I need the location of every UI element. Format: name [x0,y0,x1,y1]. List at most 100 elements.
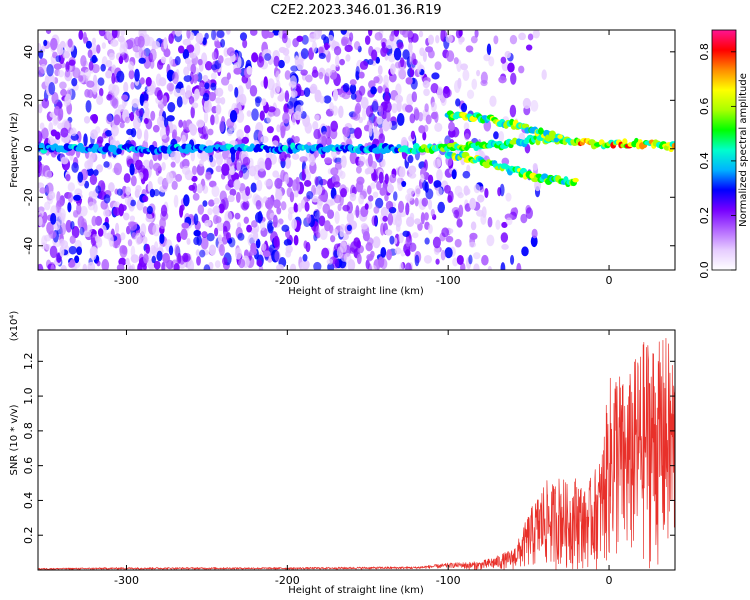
spectrogram-noise-cell [463,185,470,196]
spectrogram-noise-cell [248,165,257,177]
spectrogram-noise-cell [357,160,364,167]
spectrogram-noise-cell [518,65,525,74]
spectrogram-noise-cell [440,95,447,107]
spectrogram-noise-cell [68,59,76,66]
spectrogram-noise-cell [394,61,402,69]
spectrogram-noise-cell [38,103,43,114]
spectrogram-ridge-cell [553,137,560,143]
spectrogram-noise-cell [424,103,429,113]
spectrogram-noise-cell [88,61,94,71]
spectrogram-noise-cell [397,66,407,80]
spectrogram-noise-cell [216,30,225,38]
colorbar-tick-label: 0.0 [698,261,711,279]
spectrogram-noise-cell [323,95,332,104]
spectrogram-noise-cell [290,263,297,270]
spectrogram-noise-cell [100,63,106,72]
spectrogram-noise-cell [318,52,326,59]
spectrogram-noise-cell [119,245,128,258]
spectrogram-noise-cell [218,243,225,256]
spectrogram-noise-cell [427,199,433,210]
spectrogram-noise-cell [414,185,421,198]
spectrogram-noise-cell [279,151,287,162]
spectrogram-noise-cell [190,150,196,162]
spectrogram-noise-cell [378,133,385,144]
spectrogram-noise-cell [319,194,327,202]
spectrogram-noise-cell [38,130,43,144]
spectrogram-ridge-cell [541,173,549,180]
spectrogram-noise-cell [463,122,470,131]
spectrogram-noise-cell [365,242,373,252]
spectrogram-noise-cell [145,243,151,254]
spectrogram-noise-cell [41,127,49,140]
spectrogram-noise-cell [278,46,287,54]
spectrogram-noise-cell [373,173,378,183]
spectrogram-noise-cell [254,211,263,223]
spectrogram-noise-cell [191,102,199,109]
spectrogram-noise-cell [368,124,373,137]
spectrogram-noise-cell [306,213,312,224]
spectrogram-noise-cell [325,68,332,77]
spectrogram-noise-cell [259,110,265,121]
spectrogram-noise-cell [134,50,142,59]
spectrogram-noise-cell [423,254,433,264]
spectrogram-noise-cell [445,235,454,243]
spectrogram-noise-cell [383,74,389,86]
spectrogram-noise-cell [281,224,290,232]
spectrogram-noise-cell [114,222,120,234]
spectrogram-noise-cell [225,30,231,35]
spectrogram-noise-cell [191,165,197,176]
spectrogram-noise-cell [181,165,191,176]
spectrogram-noise-cell [384,173,389,185]
spectrogram-noise-cell [376,116,383,125]
spectrogram-noise-cell [130,254,139,264]
spectrogram-noise-cell [73,194,82,201]
spectrogram-noise-cell [242,39,248,49]
spectrogram-noise-cell [251,52,259,63]
spectrogram-noise-cell [234,212,241,220]
spectrogram-noise-cell [280,201,287,211]
spectrogram-noise-cell [138,57,146,64]
spectrogram-noise-cell [239,32,248,41]
spectrogram-noise-cell [408,42,413,53]
snr-y-tick-label: 1.0 [22,387,35,405]
spectrogram-noise-cell [208,91,217,102]
spectrogram-noise-cell [330,234,336,243]
spectrogram-noise-cell [245,186,251,197]
spectrogram-noise-cell [434,122,443,133]
spectrogram-noise-cell [242,156,251,166]
spectrogram-noise-cell [98,87,104,97]
spectrogram-noise-cell [377,85,383,94]
spectrogram-noise-cell [294,190,299,198]
spectrogram-noise-cell [211,30,217,41]
spectrogram-noise-cell [481,254,489,266]
spectrogram-noise-cell [208,244,217,256]
spectrogram-ridge-cell [116,147,122,155]
spectrogram-noise-cell [203,264,211,270]
spectrogram-noise-cell [414,218,421,225]
spectrogram-noise-cell [155,73,162,87]
spectrogram-noise-cell [267,106,276,113]
spectrogram-noise-cell [83,133,88,147]
spectrogram-noise-cell [164,258,171,268]
spectrogram-noise-cell [425,114,432,125]
spectrogram-noise-cell [233,179,241,190]
spectrogram-noise-cell [263,76,268,89]
spectrogram-noise-cell [344,44,353,53]
spectrogram-noise-cell [116,70,125,83]
spectrogram-noise-cell [284,157,292,169]
spectrogram-y-tick-label: 0 [22,145,35,152]
spectrogram-noise-cell [143,129,149,143]
spectrogram-noise-cell [105,70,113,79]
spectrogram-noise-cell [83,115,91,124]
spectrogram-noise-cell [129,111,135,122]
spectrogram-noise-cell [193,73,199,82]
spectrogram-noise-cell [84,68,91,79]
spectrogram-noise-cell [60,127,69,138]
spectrogram-ridge-cell [548,130,556,138]
spectrogram-noise-cell [342,204,350,212]
spectrogram-noise-layer [38,30,547,270]
spectrogram-noise-cell [427,34,434,45]
spectrogram-noise-cell [171,180,178,190]
spectrogram-noise-cell [356,253,362,265]
